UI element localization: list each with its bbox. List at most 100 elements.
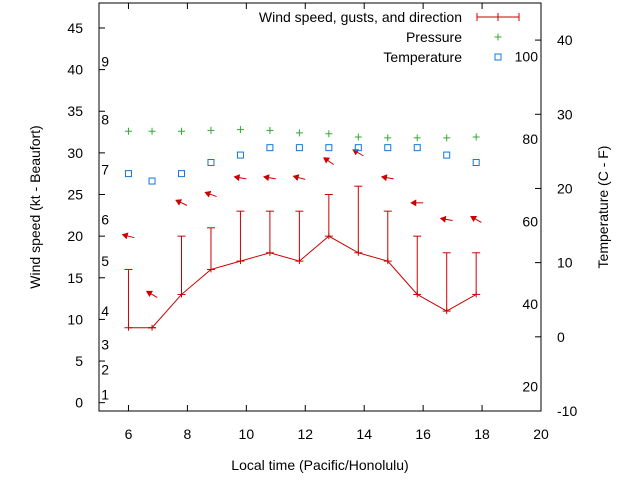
arrow-head bbox=[323, 157, 331, 164]
fahrenheit-label: 40 bbox=[522, 296, 538, 312]
y2-axis-label: Temperature (C - F) bbox=[595, 146, 611, 269]
pressure-point bbox=[148, 127, 156, 135]
beaufort-label: 7 bbox=[101, 162, 109, 178]
fahrenheit-label: 80 bbox=[522, 131, 538, 147]
temperature-point bbox=[443, 151, 451, 159]
beaufort-label: 5 bbox=[101, 253, 109, 269]
legend-label: Temperature bbox=[383, 49, 462, 65]
pressure-point bbox=[266, 126, 274, 134]
y-tick-label: 15 bbox=[67, 270, 83, 286]
wind-direction-arrow bbox=[410, 199, 424, 207]
arrow-head bbox=[470, 215, 478, 223]
arrow-head bbox=[175, 199, 183, 206]
temperature-point bbox=[354, 144, 362, 152]
pressure-point bbox=[354, 133, 362, 141]
pressure-point bbox=[413, 134, 421, 142]
arrow-head bbox=[204, 190, 212, 198]
arrow-head bbox=[233, 174, 241, 182]
temperature-point bbox=[384, 144, 392, 152]
wind-direction-arrow bbox=[175, 199, 188, 206]
beaufort-label: 4 bbox=[101, 303, 109, 319]
y2-tick-label: -10 bbox=[557, 403, 577, 419]
y2-tick-label: 10 bbox=[557, 255, 573, 271]
wind-speed-line bbox=[128, 235, 477, 329]
legend-label: Pressure bbox=[406, 29, 462, 45]
pressure-point bbox=[178, 127, 186, 135]
fahrenheit-label: 60 bbox=[522, 213, 538, 229]
temperature-point bbox=[148, 177, 156, 185]
arrow-head bbox=[410, 199, 417, 207]
beaufort-label: 1 bbox=[101, 386, 109, 402]
legend: Wind speed, gusts, and direction Pressure… bbox=[259, 9, 520, 65]
temperature-point bbox=[325, 144, 333, 152]
legend-swatch bbox=[494, 53, 502, 61]
pressure-point bbox=[384, 134, 392, 142]
wind-direction-arrow bbox=[380, 174, 394, 182]
fahrenheit-label: 100 bbox=[515, 49, 539, 65]
x-tick-label: 18 bbox=[474, 426, 490, 442]
temperature-point bbox=[266, 144, 274, 152]
pressure-point bbox=[443, 134, 451, 142]
data-marks bbox=[121, 126, 482, 331]
y-tick-label: 30 bbox=[67, 145, 83, 161]
y-tick-label: 0 bbox=[75, 395, 83, 411]
temperature-point bbox=[413, 144, 421, 152]
x-tick-label: 6 bbox=[125, 426, 133, 442]
arrow-head bbox=[380, 174, 388, 182]
beaufort-label: 9 bbox=[101, 53, 109, 69]
wind-direction-arrow bbox=[263, 174, 276, 182]
arrow-head bbox=[439, 215, 447, 223]
wind-direction-arrow bbox=[204, 190, 217, 198]
wind-direction-arrow bbox=[470, 215, 482, 223]
y2-tick-label: 20 bbox=[557, 180, 573, 196]
wind-direction-arrow bbox=[121, 232, 135, 240]
pressure-point bbox=[295, 129, 303, 137]
plot-frame bbox=[98, 2, 542, 412]
x-tick-label: 10 bbox=[239, 426, 255, 442]
x-tick-label: 20 bbox=[533, 426, 549, 442]
fahrenheit-label: 20 bbox=[522, 378, 538, 394]
x-tick-label: 16 bbox=[415, 426, 431, 442]
beaufort-label: 3 bbox=[101, 336, 109, 352]
pressure-point bbox=[124, 127, 132, 135]
x-axis-label: Local time (Pacific/Honolulu) bbox=[231, 457, 408, 473]
pressure-point bbox=[472, 133, 480, 141]
pressure-point bbox=[236, 126, 244, 134]
temperature-point bbox=[295, 144, 303, 152]
pressure-point bbox=[207, 126, 215, 134]
x-tick-label: 8 bbox=[184, 426, 192, 442]
y-tick-label: 35 bbox=[67, 103, 83, 119]
beaufort-label: 2 bbox=[101, 361, 109, 377]
legend-label: Wind speed, gusts, and direction bbox=[259, 9, 462, 25]
temperature-point bbox=[124, 170, 132, 178]
y-axis-label: Wind speed (kt - Beaufort) bbox=[27, 125, 43, 288]
wind-direction-arrow bbox=[352, 149, 364, 157]
legend-swatch bbox=[494, 33, 502, 41]
temperature-point bbox=[236, 151, 244, 159]
wind-direction-arrow bbox=[292, 174, 306, 181]
x-tick-label: 12 bbox=[297, 426, 313, 442]
wind-direction-arrow bbox=[439, 215, 453, 223]
wind-direction-arrow bbox=[145, 290, 158, 298]
beaufort-label: 6 bbox=[101, 211, 109, 227]
y2-tick-label: 0 bbox=[557, 329, 565, 345]
y2-tick-label: 40 bbox=[557, 32, 573, 48]
y-tick-label: 45 bbox=[67, 20, 83, 36]
y2-tick-label: 30 bbox=[557, 106, 573, 122]
y-tick-label: 20 bbox=[67, 228, 83, 244]
temperature-point bbox=[472, 158, 480, 166]
y-tick-label: 25 bbox=[67, 187, 83, 203]
y-tick-label: 40 bbox=[67, 62, 83, 78]
arrow-head bbox=[292, 174, 300, 181]
arrow-head bbox=[121, 232, 129, 240]
y-tick-label: 10 bbox=[67, 311, 83, 327]
wind-direction-arrow bbox=[323, 157, 335, 166]
y-tick-label: 5 bbox=[75, 353, 83, 369]
wind-direction-arrow bbox=[233, 174, 247, 182]
temperature-point bbox=[178, 170, 186, 178]
x-tick-label: 14 bbox=[356, 426, 372, 442]
arrow-head bbox=[145, 290, 153, 297]
pressure-point bbox=[325, 130, 333, 138]
temperature-point bbox=[207, 158, 215, 166]
